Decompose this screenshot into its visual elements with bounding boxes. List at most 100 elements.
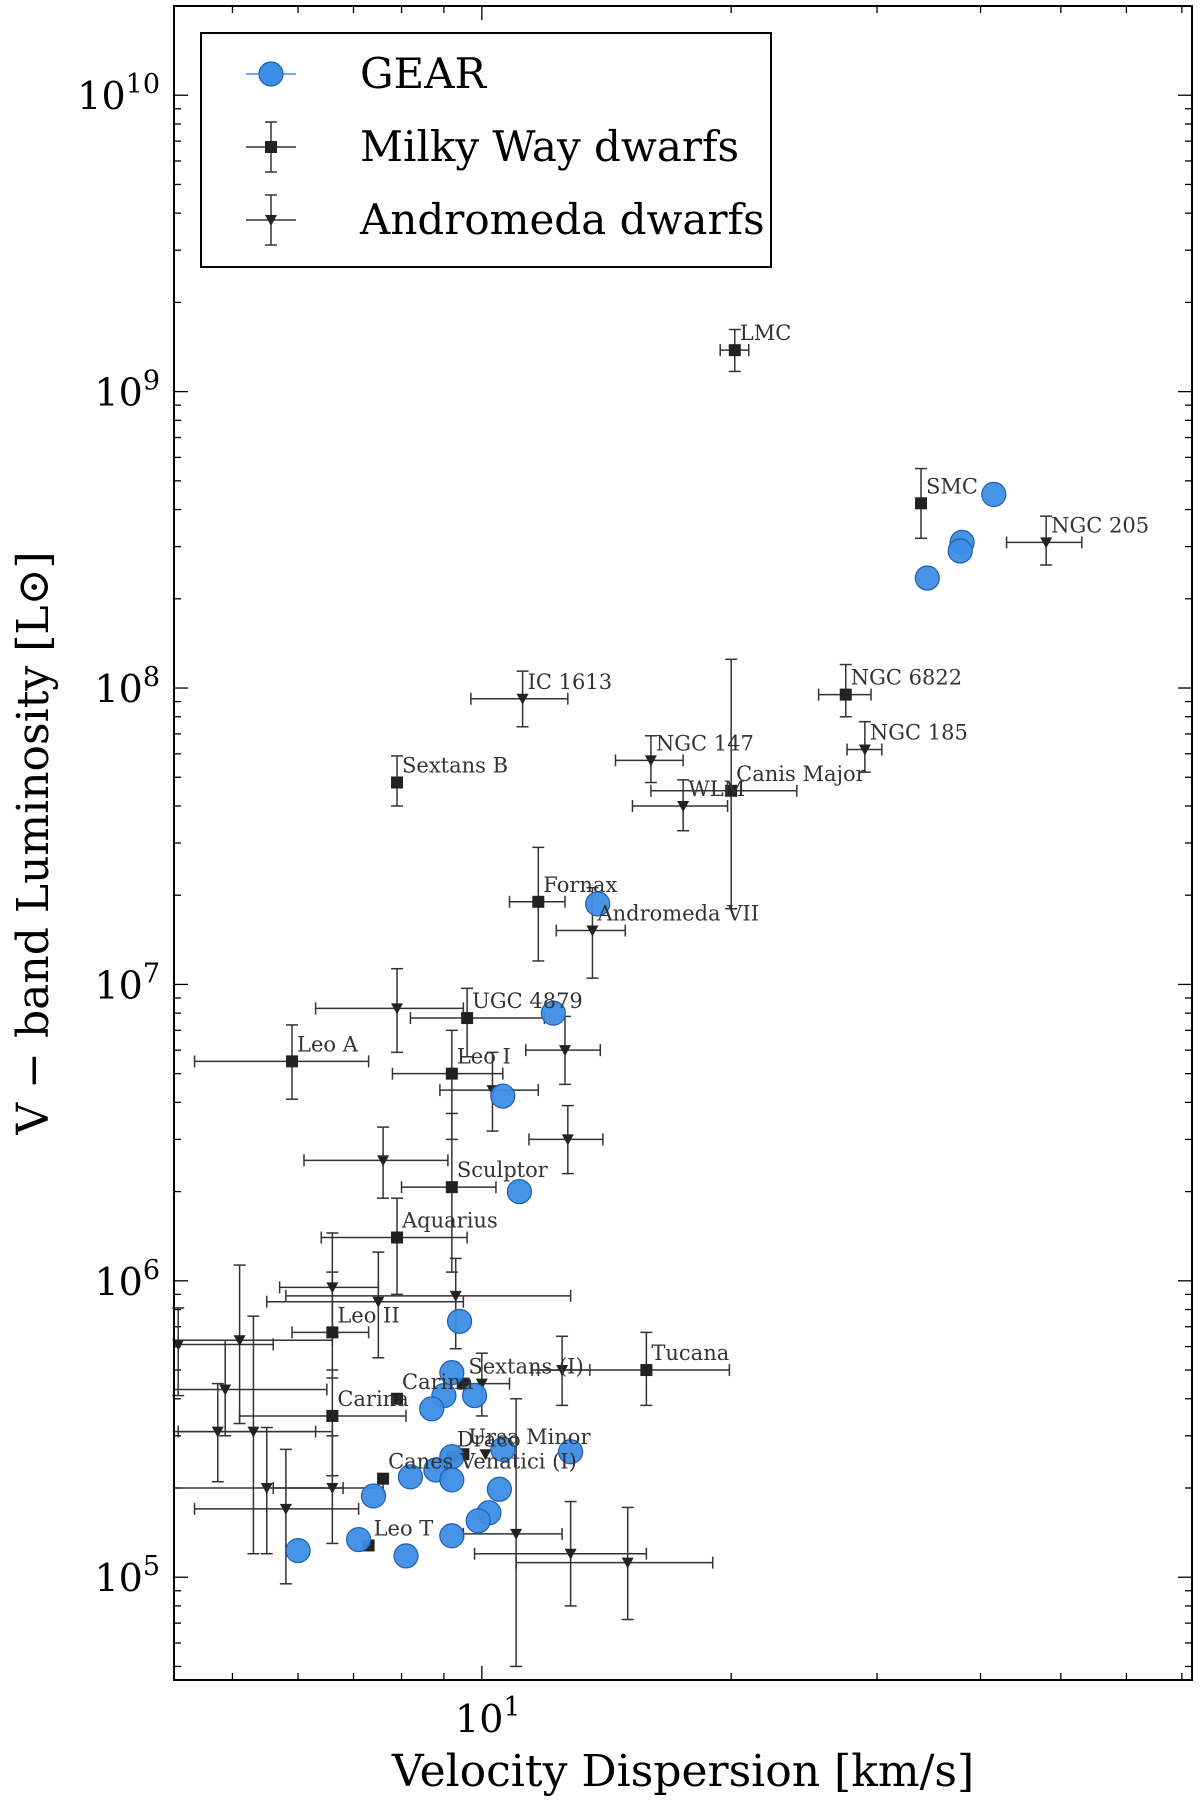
galaxy-label: Andromeda VII [596,902,759,926]
milky-way-marker [728,344,741,357]
galaxy-label: Leo T [374,1516,434,1540]
milky-way-marker [326,1326,339,1339]
y-tick-label: 109 [94,366,160,415]
gear-marker [439,1467,465,1493]
legend-milky-way-marker [265,141,277,153]
galaxy-label: SMC [926,474,978,498]
tick-base: 10 [77,74,125,118]
gear-marker [585,891,611,917]
tick-exponent: 8 [143,662,160,693]
gear-marker [490,1083,516,1109]
andromeda-marker [858,744,871,756]
galaxy-label: Carina [337,1387,408,1411]
galaxy-label: UGC 4879 [472,989,583,1013]
tick-exponent: 6 [143,1255,160,1286]
galaxy-label: Ursa Minor [468,1425,591,1449]
tick-base: 10 [94,963,142,1007]
galaxy-label: Sculptor [457,1158,549,1182]
gear-marker [558,1439,584,1465]
andromeda-marker [644,755,657,767]
milky-way-marker [391,776,404,789]
andromeda-marker [326,1282,339,1294]
milky-way-marker [532,895,545,908]
andromeda-marker [377,1155,390,1167]
annotation-layer: LMC SMC NGC 6822 Sextans B Canis Major Fornax… [297,321,1149,1540]
andromeda-marker [391,1003,404,1015]
milky-way-marker [377,1472,390,1485]
gear-marker [490,1436,516,1462]
legend-label: Andromeda dwarfs [359,195,765,244]
gear-marker [446,1308,473,1334]
galaxy-label: WLM [688,777,745,801]
x-tick-label: 101 [455,1692,521,1741]
legend-gear-marker [258,61,284,87]
galaxy-label: LMC [740,321,792,345]
tick-exponent: 1 [503,1692,520,1723]
tick-base: 10 [94,1556,142,1600]
galaxy-label: Carina [402,1370,473,1394]
andromeda-marker [219,1384,232,1396]
tick-base: 10 [94,371,142,415]
galaxy-label: NGC 6822 [851,666,962,690]
legend: GEAR Milky Way dwarfs Andromeda dwarfs [200,32,772,268]
x-axis-title: Velocity Dispersion [km/s] [391,1746,974,1797]
y-tick-label: 105 [94,1551,160,1600]
gear-marker [419,1396,445,1422]
galaxy-label: Sextans (I) [468,1355,583,1379]
milky-way-marker [915,497,928,510]
andromeda-marker [564,1548,577,1560]
gear-marker [439,1360,465,1386]
galaxy-label: Leo A [297,1032,359,1056]
andromeda-marker [510,1528,523,1540]
gear-marker [346,1526,372,1553]
y-tick-label: 107 [94,958,160,1007]
legend-box [200,32,772,268]
gear-layer [285,481,1007,1569]
andromeda-marker [260,1482,273,1494]
galaxy-label: Leo II [337,1303,399,1327]
andromeda-marker [172,1339,185,1351]
milky-way-marker [286,1055,299,1068]
andromeda-marker [1040,537,1053,549]
andromeda-marker [279,1503,292,1515]
andromeda-marker [561,1134,574,1146]
gear-marker [914,565,940,591]
andromeda-marker [475,1378,488,1390]
andromeda-marker [233,1335,246,1347]
gear-marker [947,538,973,564]
gear-marker [360,1483,387,1509]
tick-base: 10 [455,1697,503,1741]
milky-way-marker [326,1409,339,1422]
andromeda-marker [516,693,529,705]
gear-marker [486,1476,512,1502]
milky-way-marker [445,1067,458,1080]
galaxy-label: Sextans B [402,753,508,777]
y-tick-label: 106 [94,1255,160,1304]
milky-way-marker [839,688,852,701]
y-axis-title: V − band Luminosity [L⊙] [8,551,59,1135]
gear-marker [465,1508,491,1534]
legend-andromeda-marker [265,215,277,226]
legend-label: GEAR [360,49,488,98]
galaxy-label: IC 1613 [528,670,612,694]
andromeda-marker [558,1045,571,1057]
gear-marker [439,1523,465,1549]
tick-base: 10 [94,1260,142,1304]
legend-label: Milky Way dwarfs [360,122,739,171]
gear-marker [540,1000,566,1026]
galaxy-label: Canes Venatici (I) [388,1450,577,1474]
milky-way-marker [391,1231,404,1244]
milky-way-marker [640,1364,653,1377]
andromeda-marker [247,1426,260,1438]
galaxy-label: NGC 147 [656,731,754,755]
gear-marker [981,481,1007,508]
galaxy-label: NGC 185 [870,721,968,745]
gear-marker [393,1543,419,1569]
galaxy-label: Tucana [651,1341,729,1365]
galaxy-label: Canis Major [736,762,866,786]
gear-marker [397,1464,424,1490]
y-tick-label: 1010 [77,69,160,118]
milky-way-marker [461,1012,474,1025]
